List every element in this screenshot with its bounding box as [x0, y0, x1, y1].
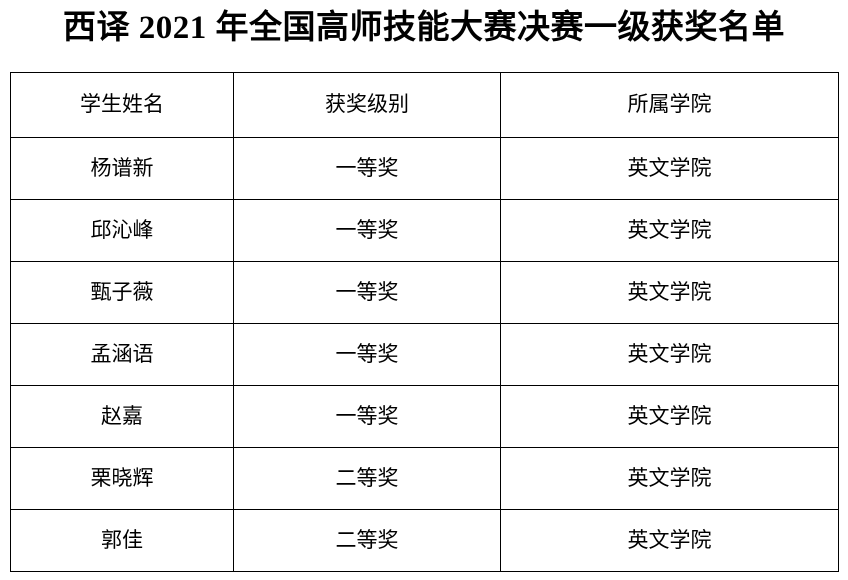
- award-level-cell: 二等奖: [233, 447, 501, 510]
- college-cell: 英文学院: [500, 261, 839, 324]
- student-name-cell: 甄子薇: [10, 261, 234, 324]
- college-cell: 英文学院: [500, 385, 839, 448]
- column-header-college: 所属学院: [500, 72, 839, 138]
- table-row: 栗晓辉 二等奖 英文学院: [10, 447, 839, 510]
- award-level-cell: 二等奖: [233, 509, 501, 572]
- table-row: 甄子薇 一等奖 英文学院: [10, 261, 839, 324]
- college-cell: 英文学院: [500, 447, 839, 510]
- column-header-award-level: 获奖级别: [233, 72, 501, 138]
- table-row: 孟涵语 一等奖 英文学院: [10, 323, 839, 386]
- student-name-cell: 赵嘉: [10, 385, 234, 448]
- award-level-cell: 一等奖: [233, 323, 501, 386]
- college-cell: 英文学院: [500, 199, 839, 262]
- award-level-cell: 一等奖: [233, 199, 501, 262]
- table-row: 杨谱新 一等奖 英文学院: [10, 137, 839, 200]
- table-row: 郭佳 二等奖 英文学院: [10, 509, 839, 572]
- award-table: 学生姓名 获奖级别 所属学院 杨谱新 一等奖 英文学院 邱沁峰 一等奖 英文学院…: [10, 72, 839, 572]
- student-name-cell: 邱沁峰: [10, 199, 234, 262]
- student-name-cell: 栗晓辉: [10, 447, 234, 510]
- award-level-cell: 一等奖: [233, 261, 501, 324]
- table-row: 赵嘉 一等奖 英文学院: [10, 385, 839, 448]
- student-name-cell: 孟涵语: [10, 323, 234, 386]
- college-cell: 英文学院: [500, 323, 839, 386]
- student-name-cell: 杨谱新: [10, 137, 234, 200]
- table-row: 邱沁峰 一等奖 英文学院: [10, 199, 839, 262]
- college-cell: 英文学院: [500, 509, 839, 572]
- column-header-student-name: 学生姓名: [10, 72, 234, 138]
- college-cell: 英文学院: [500, 137, 839, 200]
- page-title: 西译 2021 年全国高师技能大赛决赛一级获奖名单: [63, 10, 785, 46]
- table-header-row: 学生姓名 获奖级别 所属学院: [10, 72, 839, 138]
- award-level-cell: 一等奖: [233, 385, 501, 448]
- award-level-cell: 一等奖: [233, 137, 501, 200]
- student-name-cell: 郭佳: [10, 509, 234, 572]
